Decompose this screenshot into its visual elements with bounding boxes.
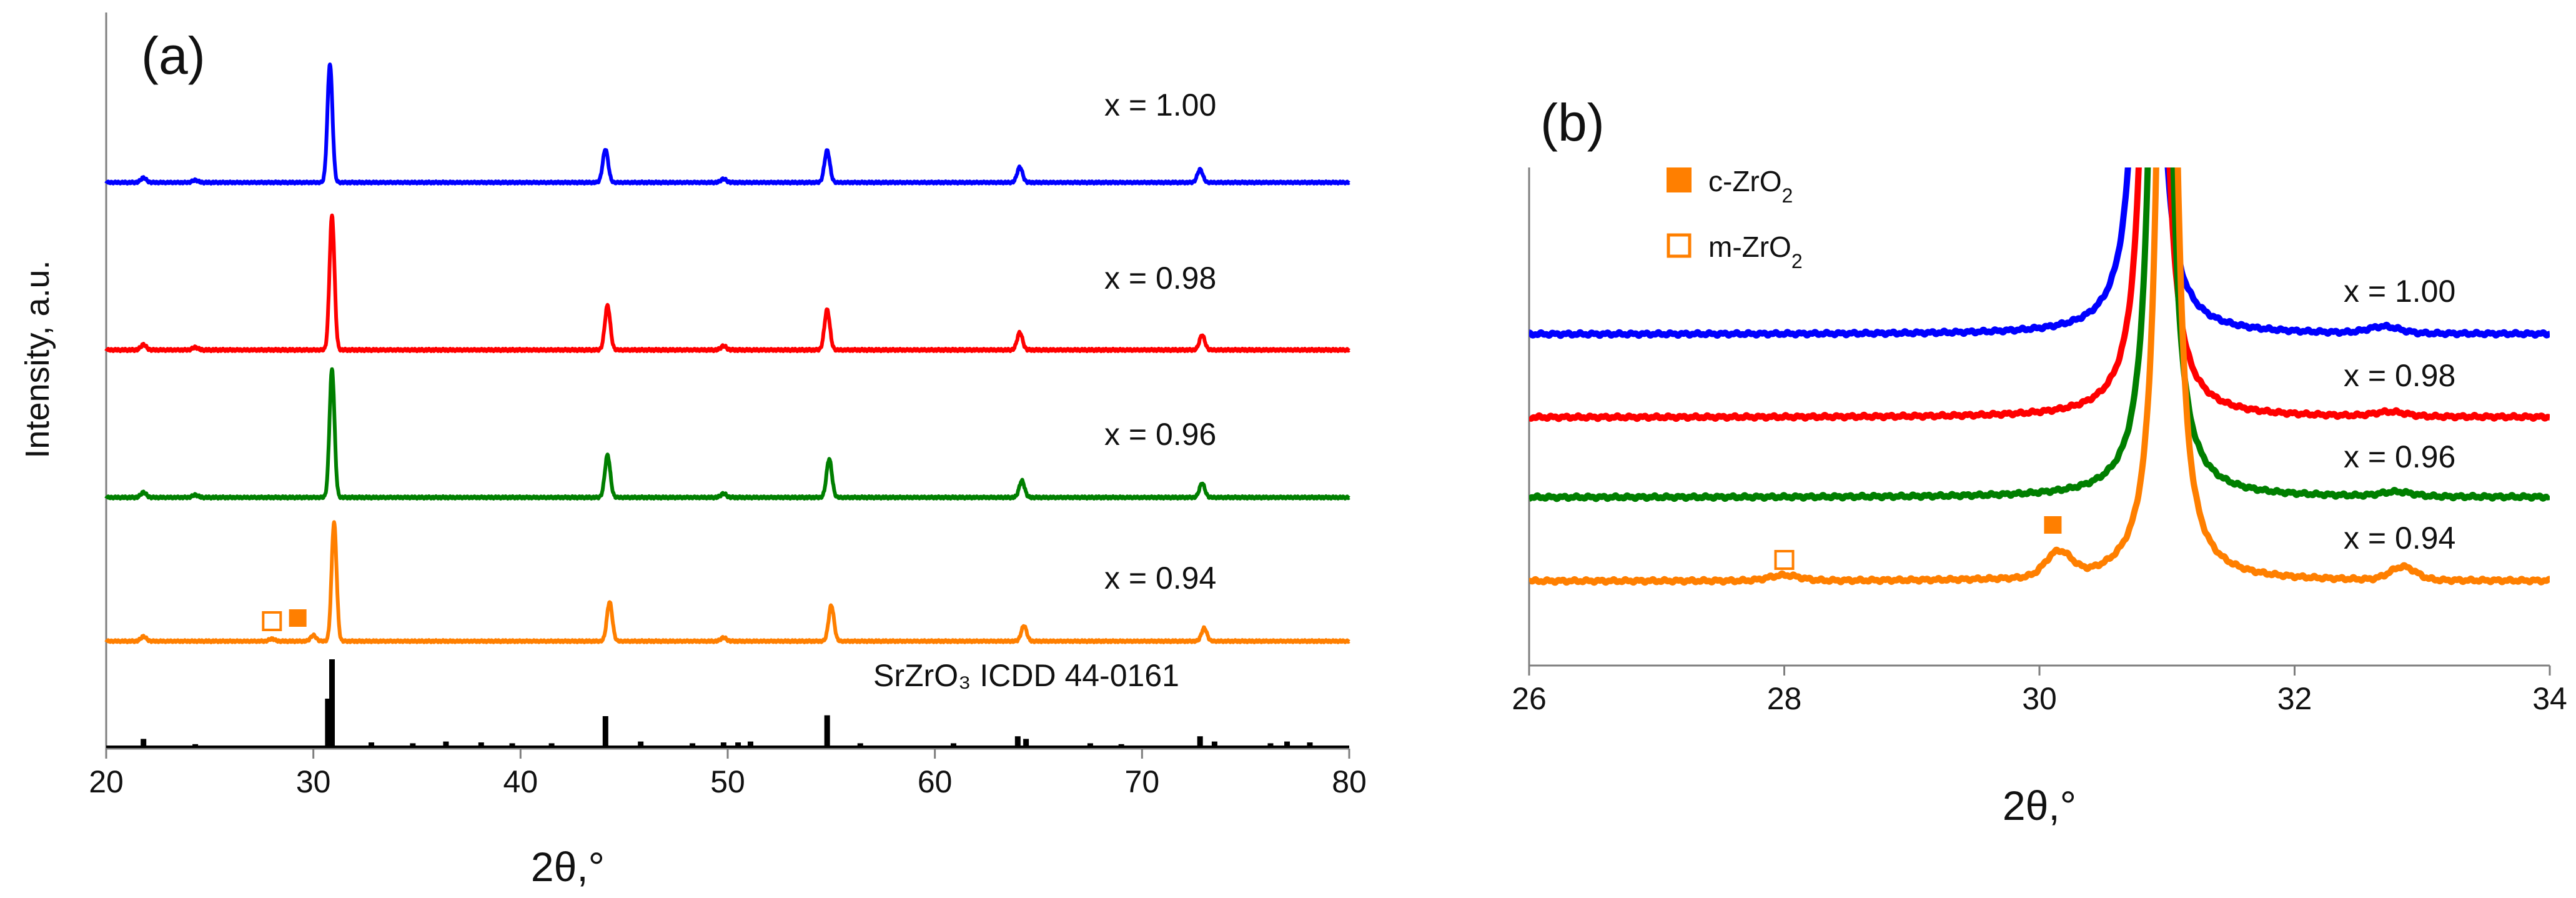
- panel-a-series-line-3: [104, 367, 1351, 501]
- legend-item-m-zro2: m-ZrO2: [1708, 231, 1803, 272]
- panel-a-x-tick-label: 30: [296, 764, 331, 799]
- panel-a-m-zro2-marker: [262, 611, 282, 631]
- panel-a-x-tick-label: 60: [918, 764, 953, 799]
- panel-b-x-tick-label: 30: [2022, 681, 2057, 716]
- panel-a-y-axis-label: Intensity, a.u.: [19, 260, 56, 458]
- panel-b-label: (b): [1540, 93, 1605, 152]
- panel-a-x-tick-label: 40: [503, 764, 538, 799]
- panel-b-x-axis-label: 2θ,°: [2003, 782, 2076, 829]
- panel-b-series-label-3: x = 0.96: [2344, 439, 2455, 474]
- legend-item-c-zro2: c-ZrO2: [1708, 165, 1793, 207]
- panel-b-series-label-4: x = 0.94: [2344, 521, 2455, 556]
- panel-a-series-label-2: x = 0.98: [1104, 261, 1216, 296]
- panel-b-series-label-2: x = 0.98: [2344, 358, 2455, 393]
- legend-filled-square-icon: [1667, 167, 1692, 192]
- panel-a-series-line-2: [104, 213, 1351, 354]
- panel-b-c-zro2-marker: [2044, 516, 2062, 534]
- panel-a-c-zro2-marker: [289, 609, 307, 627]
- panel-b: (b) 2θ,° x = 1.00 x = 0.98 x = 0.96 x = …: [1512, 93, 2567, 829]
- panel-a-x-tick-label: 70: [1125, 764, 1160, 799]
- panel-b-series-line-2: [1529, 167, 2550, 422]
- panel-a-x-tick-label: 80: [1332, 764, 1367, 799]
- panel-a-series-label-4: x = 0.94: [1104, 561, 1216, 596]
- panel-a-series-label-3: x = 0.96: [1104, 417, 1216, 452]
- panel-b-series-line-3: [1529, 167, 2550, 502]
- panel-b-x-tick-label: 28: [1767, 681, 1802, 716]
- panel-a-x-tick-label: 50: [710, 764, 745, 799]
- panel-a-reference-label: SrZrO₃ ICDD 44-0161: [873, 658, 1179, 693]
- panel-b-series-line-4: [1529, 167, 2550, 586]
- panel-b-series-line-1: [1529, 167, 2550, 339]
- panel-a: (a) Intensity, a.u. 2θ,° x = 1.00 x = 0.…: [19, 12, 1367, 890]
- panel-b-x-tick-label: 34: [2532, 681, 2567, 716]
- panel-a-x-axis-label: 2θ,°: [531, 844, 605, 890]
- panel-b-series-label-1: x = 1.00: [2344, 274, 2455, 309]
- panel-a-x-tick-label: 20: [89, 764, 124, 799]
- panel-a-series-line-4: [104, 520, 1351, 644]
- panel-b-x-tick-label: 32: [2277, 681, 2312, 716]
- legend-open-square-icon: [1667, 233, 1692, 258]
- panel-a-label: (a): [141, 26, 206, 85]
- panel-a-series-label-1: x = 1.00: [1104, 87, 1216, 122]
- panel-b-x-tick-label: 26: [1512, 681, 1547, 716]
- panel-b-m-zro2-marker: [1774, 550, 1795, 570]
- panel-a-series-line-1: [104, 62, 1351, 186]
